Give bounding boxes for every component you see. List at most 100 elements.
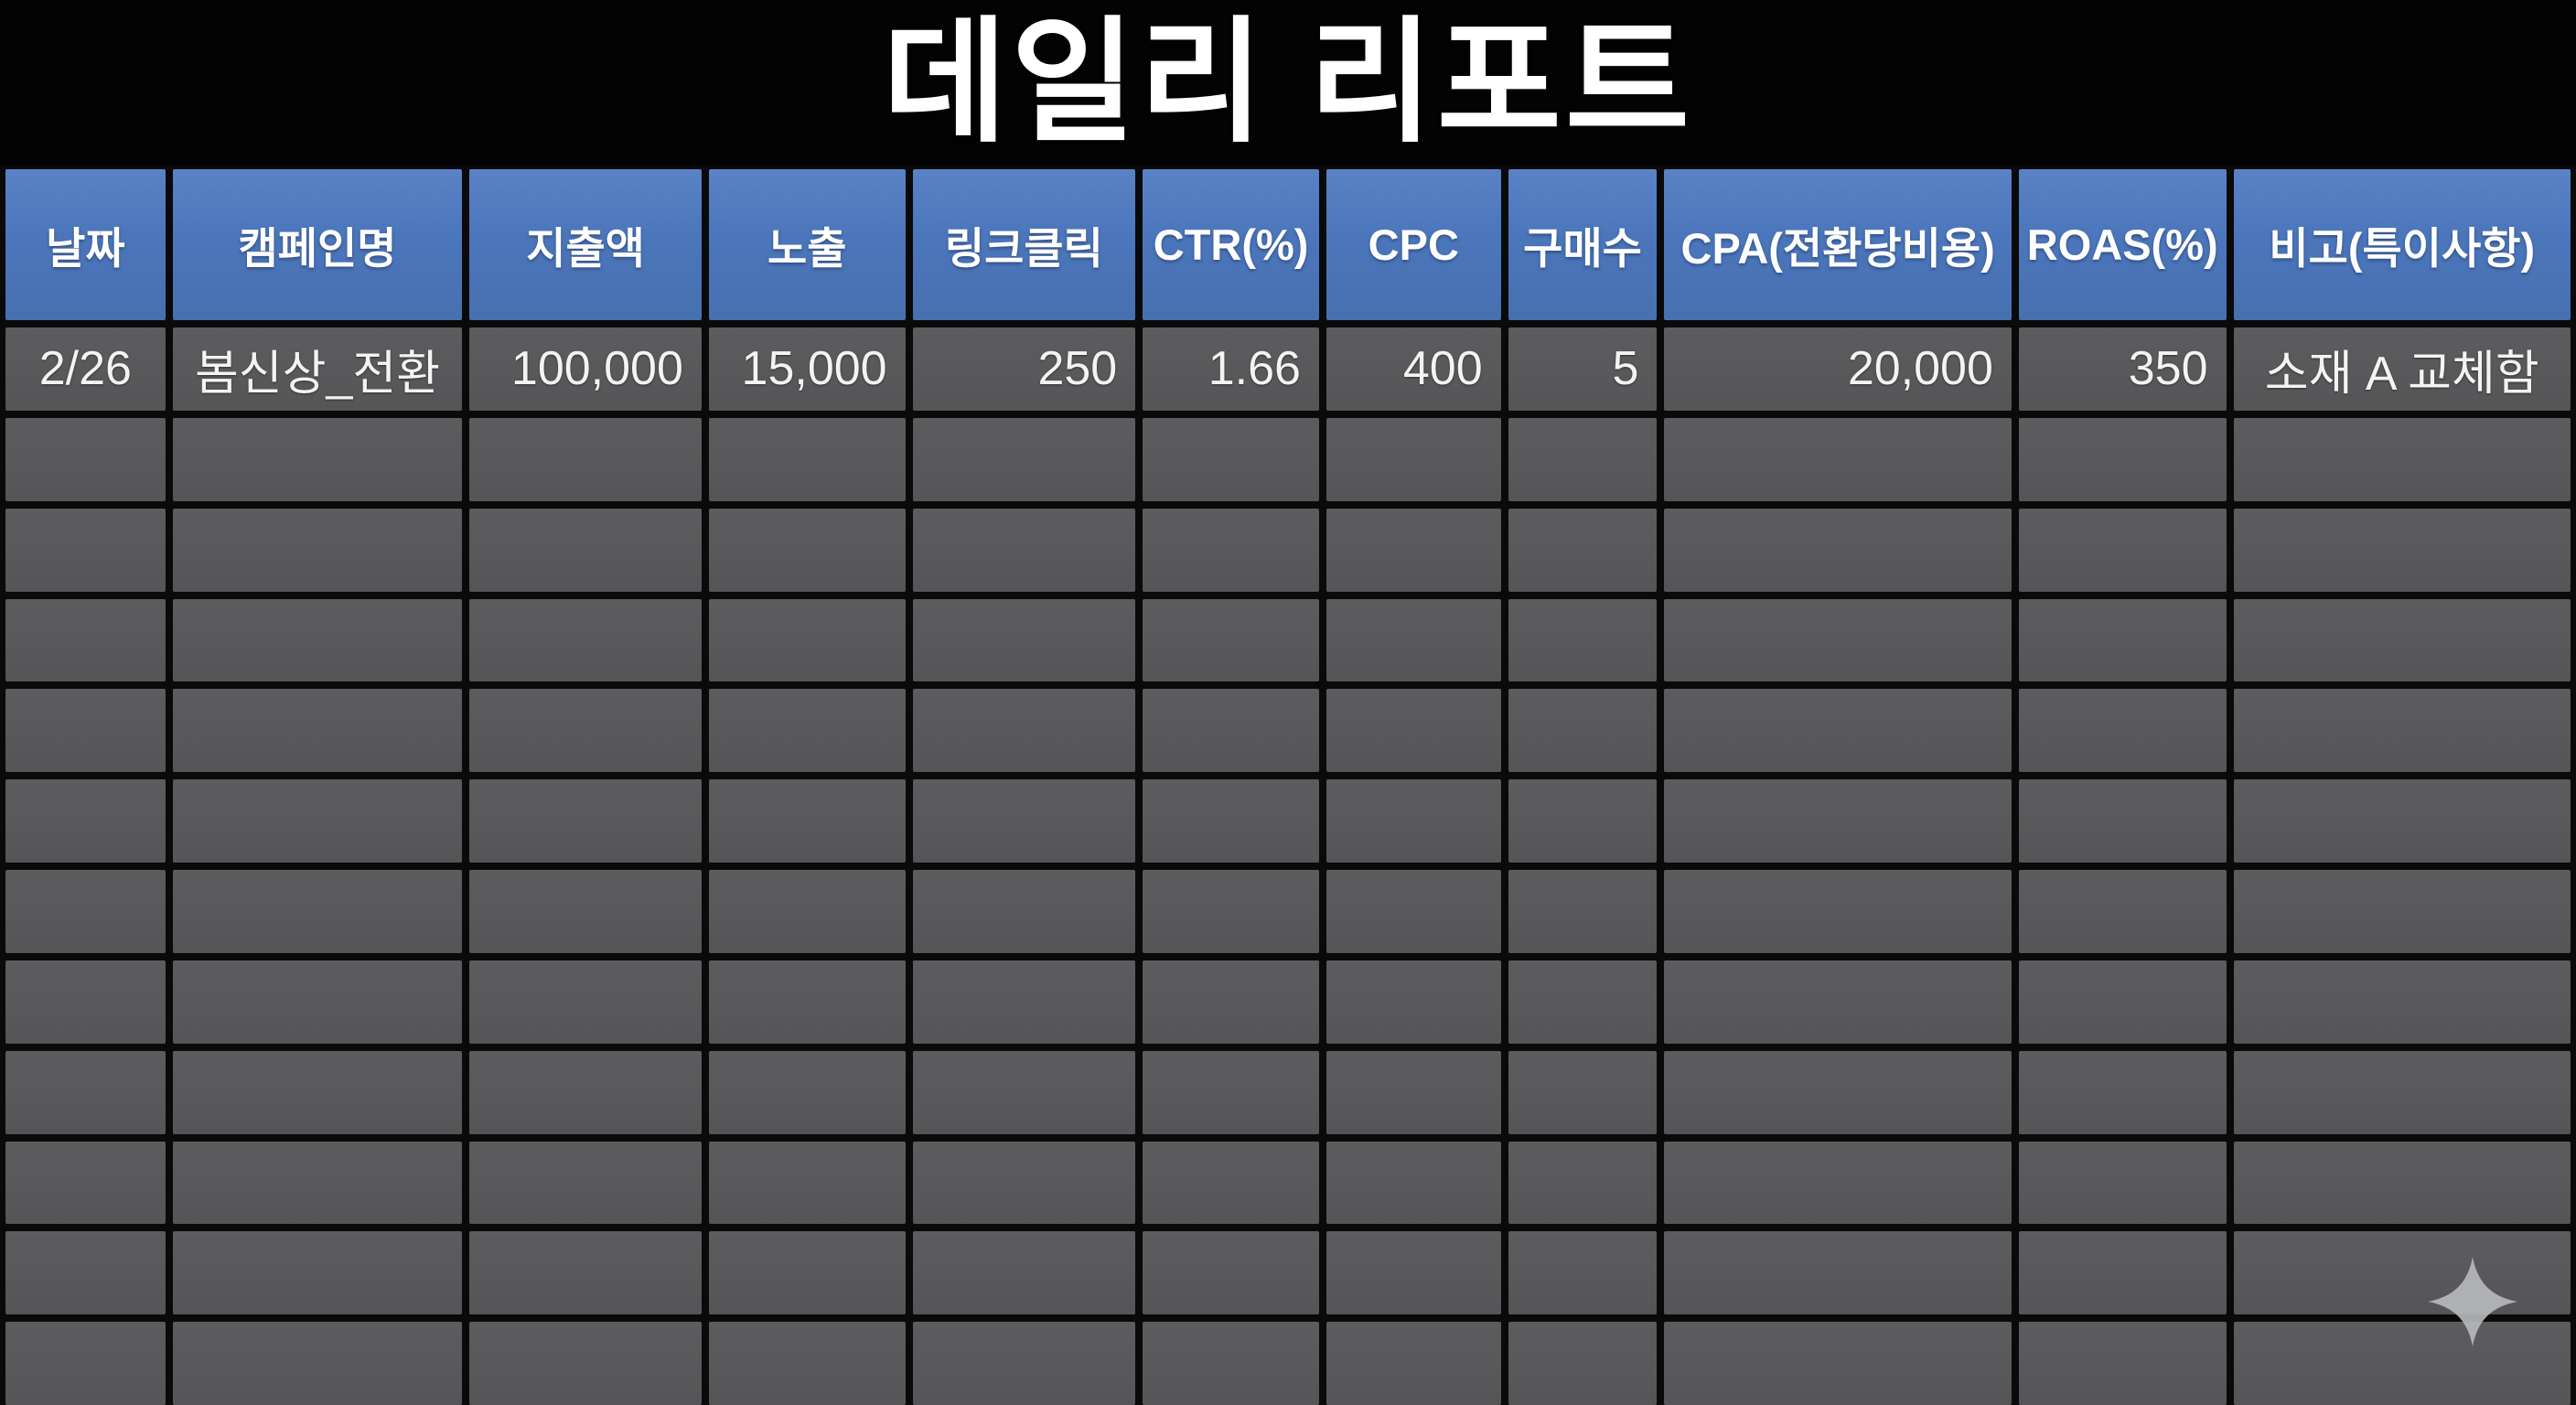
table-cell-r4-c3 xyxy=(708,689,906,773)
table-cell-r6-c7 xyxy=(1508,870,1658,953)
table-cell-r9-c3 xyxy=(708,1141,906,1225)
table-cell-r8-c9 xyxy=(2018,1050,2227,1134)
table-cell-r10-c2 xyxy=(469,1231,702,1315)
table-cell-r4-c2 xyxy=(469,689,702,773)
table-cell-r0-c8: 20,000 xyxy=(1664,327,2012,411)
table-cell-r5-c0 xyxy=(5,779,166,863)
table-cell-r7-c3 xyxy=(708,960,906,1044)
table-cell-r1-c2 xyxy=(469,417,702,501)
table-cell-r7-c4 xyxy=(912,960,1136,1044)
table-cell-r10-c4 xyxy=(912,1231,1136,1315)
table-cell-r9-c7 xyxy=(1508,1141,1658,1225)
table-cell-r10-c0 xyxy=(5,1231,166,1315)
table-cell-r2-c0 xyxy=(5,508,166,592)
table-cell-r3-c5 xyxy=(1143,598,1319,682)
table-cell-r2-c1 xyxy=(172,508,463,592)
table-cell-r6-c5 xyxy=(1143,870,1319,953)
table-cell-r9-c6 xyxy=(1326,1141,1501,1225)
table-cell-r7-c8 xyxy=(1664,960,2012,1044)
table-cell-r9-c0 xyxy=(5,1141,166,1225)
table-cell-r9-c2 xyxy=(469,1141,702,1225)
table-cell-r11-c10 xyxy=(2233,1322,2571,1405)
table-cell-r6-c0 xyxy=(5,870,166,953)
table-cell-r2-c5 xyxy=(1143,508,1319,592)
header-cell-4: 링크클릭 xyxy=(912,169,1136,320)
table-cell-r11-c5 xyxy=(1143,1322,1319,1405)
table-cell-r2-c8 xyxy=(1664,508,2012,592)
table-cell-r10-c9 xyxy=(2018,1231,2227,1315)
table-cell-r3-c9 xyxy=(2018,598,2227,682)
table-cell-r11-c8 xyxy=(1664,1322,2012,1405)
table-cell-r6-c6 xyxy=(1326,870,1501,953)
table-cell-r11-c3 xyxy=(708,1322,906,1405)
table-cell-r2-c4 xyxy=(912,508,1136,592)
table-cell-r1-c4 xyxy=(912,417,1136,501)
table-cell-r7-c10 xyxy=(2233,960,2571,1044)
table-cell-r5-c2 xyxy=(469,779,702,863)
table-cell-r8-c1 xyxy=(172,1050,463,1134)
table-cell-r4-c6 xyxy=(1326,689,1501,773)
table-cell-r0-c4: 250 xyxy=(912,327,1136,411)
table-cell-r9-c5 xyxy=(1143,1141,1319,1225)
table-cell-r4-c8 xyxy=(1664,689,2012,773)
table-cell-r1-c8 xyxy=(1664,417,2012,501)
header-cell-9: ROAS(%) xyxy=(2018,169,2227,320)
table-cell-r8-c8 xyxy=(1664,1050,2012,1134)
table-cell-r10-c6 xyxy=(1326,1231,1501,1315)
table-cell-r3-c10 xyxy=(2233,598,2571,682)
table-cell-r7-c1 xyxy=(172,960,463,1044)
table-cell-r0-c9: 350 xyxy=(2018,327,2227,411)
table-cell-r10-c10 xyxy=(2233,1231,2571,1315)
table-cell-r4-c7 xyxy=(1508,689,1658,773)
table-cell-r5-c1 xyxy=(172,779,463,863)
table-cell-r9-c10 xyxy=(2233,1141,2571,1225)
table-cell-r0-c10: 소재 A 교체함 xyxy=(2233,327,2571,411)
header-cell-1: 캠페인명 xyxy=(172,169,463,320)
table-cell-r0-c0: 2/26 xyxy=(5,327,166,411)
table-cell-r10-c1 xyxy=(172,1231,463,1315)
table-cell-r3-c1 xyxy=(172,598,463,682)
table-cell-r11-c4 xyxy=(912,1322,1136,1405)
table-cell-r5-c7 xyxy=(1508,779,1658,863)
table-cell-r7-c2 xyxy=(469,960,702,1044)
table-cell-r2-c9 xyxy=(2018,508,2227,592)
table-cell-r11-c6 xyxy=(1326,1322,1501,1405)
table-cell-r5-c4 xyxy=(912,779,1136,863)
table-cell-r1-c10 xyxy=(2233,417,2571,501)
table-cell-r11-c2 xyxy=(469,1322,702,1405)
table-cell-r1-c0 xyxy=(5,417,166,501)
table-cell-r8-c7 xyxy=(1508,1050,1658,1134)
table-cell-r8-c5 xyxy=(1143,1050,1319,1134)
header-cell-10: 비고(특이사항) xyxy=(2233,169,2571,320)
table-cell-r3-c0 xyxy=(5,598,166,682)
table-cell-r0-c2: 100,000 xyxy=(469,327,702,411)
table-cell-r10-c8 xyxy=(1664,1231,2012,1315)
table-cell-r8-c4 xyxy=(912,1050,1136,1134)
table-cell-r5-c3 xyxy=(708,779,906,863)
table-cell-r1-c7 xyxy=(1508,417,1658,501)
table-cell-r2-c2 xyxy=(469,508,702,592)
table-cell-r6-c10 xyxy=(2233,870,2571,953)
header-cell-2: 지출액 xyxy=(469,169,702,320)
table-cell-r11-c7 xyxy=(1508,1322,1658,1405)
table-cell-r9-c1 xyxy=(172,1141,463,1225)
table-cell-r4-c1 xyxy=(172,689,463,773)
table-cell-r4-c10 xyxy=(2233,689,2571,773)
table-cell-r10-c3 xyxy=(708,1231,906,1315)
table-cell-r9-c9 xyxy=(2018,1141,2227,1225)
table-cell-r9-c4 xyxy=(912,1141,1136,1225)
table-cell-r8-c3 xyxy=(708,1050,906,1134)
table-cell-r7-c9 xyxy=(2018,960,2227,1044)
table-cell-r6-c3 xyxy=(708,870,906,953)
table-cell-r4-c4 xyxy=(912,689,1136,773)
daily-report-table: 날짜 캠페인명 지출액 노출 링크클릭 CTR(%) CPC 구매수 CPA(전환당비용) ROA… xyxy=(0,166,2576,1405)
table-cell-r1-c5 xyxy=(1143,417,1319,501)
table-cell-r1-c6 xyxy=(1326,417,1501,501)
table-cell-r0-c7: 5 xyxy=(1508,327,1658,411)
table-cell-r0-c6: 400 xyxy=(1326,327,1501,411)
table-cell-r5-c8 xyxy=(1664,779,2012,863)
table-cell-r3-c7 xyxy=(1508,598,1658,682)
table-cell-r9-c8 xyxy=(1664,1141,2012,1225)
header-cell-0: 날짜 xyxy=(5,169,166,320)
table-cell-r3-c6 xyxy=(1326,598,1501,682)
